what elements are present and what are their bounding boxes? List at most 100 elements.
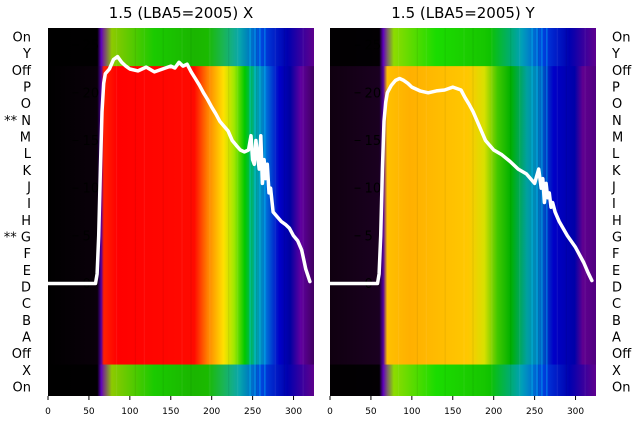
x-tick-label: 250 [526,407,543,417]
heatmap-streak [190,28,192,396]
row-label-right: M [612,131,623,146]
chart-title: 1.5 (LBA5=2005) Y [391,4,535,22]
row-label-right: X [612,364,621,379]
x-tick-label: 250 [244,407,261,417]
x-tick-label: 100 [121,407,138,417]
heatmap-streak [556,28,558,396]
heatmap-streak [237,28,239,396]
row-label-right: I [612,197,616,212]
x-tick-label: 200 [203,407,220,417]
chart-title: 1.5 (LBA5=2005) X [109,4,254,22]
heatmap-streak [541,28,543,396]
row-label-left: H [21,214,31,229]
heatmap-streak [264,28,266,396]
heatmap-streak [519,28,521,396]
heatmap-streak [162,28,164,396]
heatmap-streak [472,28,474,396]
y-tick-label: 10 [83,182,100,197]
y-tick-label: 15 [83,134,100,149]
heatmap-background [48,28,314,396]
y-tick-label: 5 [83,229,91,244]
heatmap-streak [249,28,251,396]
x-tick-label: 50 [83,407,95,417]
y-tick-label: 15 [365,134,382,149]
heatmap-streak [536,28,538,396]
row-label-left: B [22,314,31,329]
row-label-left: On [13,381,31,396]
row-label-left: ** N [4,114,31,129]
heatmap-streak [302,28,304,396]
row-label-right: A [612,331,621,346]
chart-panel-1: 1.5 (LBA5=2005) X 0 5 10 15 20 250 50 100 150 200 2… [45,4,314,417]
x-tick-label: 300 [567,407,584,417]
heatmap-bottom-band [48,364,314,396]
row-label-right: O [612,97,622,112]
row-label-right: On [612,31,630,46]
row-label-right: F [612,247,619,262]
row-label-left: X [22,364,31,379]
row-label-left: P [23,81,31,96]
heatmap-streak [255,28,258,396]
row-label-right: Off [612,64,632,79]
row-label-right: B [612,314,621,329]
row-label-left: C [22,297,31,312]
y-tick-label: 25 [83,39,100,54]
series-line-1 [328,76,594,286]
series-line-1 [46,54,312,286]
row-label-right: L [612,147,620,162]
row-label-left: A [22,331,31,346]
row-label-right: Off [612,347,632,362]
heatmap-bottom-band [330,364,596,396]
row-label-left: M [20,131,31,146]
x-tick-label: 150 [444,407,461,417]
y-tick-label: 20 [83,86,100,101]
row-label-left: On [13,31,31,46]
heatmap-streak [565,28,567,396]
heatmap-streak [444,28,446,396]
heatmap-streak [115,28,118,396]
row-label-left: E [23,264,31,279]
heatmap-streak [134,28,136,396]
row-label-left: J [26,181,31,196]
y-tick-label: 10 [365,182,382,197]
row-label-right: On [612,381,630,396]
x-tick-label: 50 [365,407,377,417]
x-tick-label: 200 [485,407,502,417]
row-label-right: Y [611,47,620,62]
heatmap-streak [491,28,493,396]
row-label-left: Y [22,47,31,62]
y-tick-label: 20 [365,86,382,101]
row-label-right: C [612,297,621,312]
row-label-left: I [27,197,31,212]
y-tick-label: 25 [365,39,382,54]
row-label-right: E [612,264,620,279]
heatmap-streak [510,28,512,396]
heatmap-streak [463,28,465,396]
row-label-right: P [612,81,620,96]
y-tick-label: 5 [365,229,373,244]
row-label-right: N [612,114,622,129]
x-tick-label: 0 [45,407,51,417]
row-label-left: F [24,247,31,262]
heatmap-top-band [330,28,596,67]
heatmap-streak [546,28,548,396]
row-label-right: J [611,181,616,196]
heatmap-streak [425,28,427,396]
row-label-right: D [612,281,622,296]
row-label-right: H [612,214,622,229]
row-label-right: G [612,231,622,246]
heatmap-streak [416,28,418,396]
heatmap-streak [259,28,261,396]
heatmap-streak [584,28,586,396]
row-label-right: K [612,164,621,179]
heatmap-streak [228,28,230,396]
row-label-left: Off [12,347,32,362]
heatmap-background [330,28,596,396]
heatmap-streak [143,28,145,396]
chart-panel-2: 1.5 (LBA5=2005) Y 0 5 10 15 20 250 50 100 150 200 2… [327,4,596,417]
heatmap-streak [254,28,256,396]
heatmap-streak [283,28,285,396]
row-label-left: ** G [4,231,31,246]
x-tick-label: 150 [162,407,179,417]
